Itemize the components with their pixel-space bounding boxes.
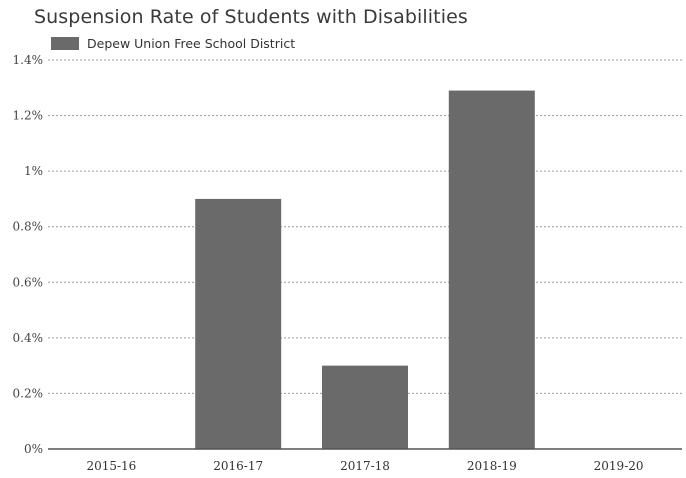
y-tick-label: 1.4% [13, 53, 44, 67]
y-tick-label: 0.6% [13, 275, 44, 289]
y-tick-label: 1% [24, 164, 43, 178]
legend-label: Depew Union Free School District [87, 36, 296, 51]
y-tick-label: 0% [24, 442, 43, 456]
x-axis-ticks: 2015-16 2016-17 2017-18 2018-19 2019-20 [86, 459, 643, 473]
x-tick-label: 2018-19 [467, 459, 517, 473]
bar-2018-19 [448, 90, 535, 450]
legend: Depew Union Free School District [51, 36, 295, 51]
x-tick-label: 2019-20 [594, 459, 644, 473]
chart-title: Suspension Rate of Students with Disabil… [34, 6, 468, 28]
y-tick-label: 0.2% [13, 386, 44, 400]
gridlines [48, 59, 682, 394]
y-axis-ticks: 0% 0.2% 0.4% 0.6% 0.8% 1% 1.2% 1.4% [13, 53, 44, 456]
y-tick-label: 0.4% [13, 331, 44, 345]
x-tick-label: 2016-17 [213, 459, 263, 473]
x-tick-label: 2017-18 [340, 459, 390, 473]
legend-swatch [51, 37, 79, 50]
y-tick-label: 1.2% [13, 109, 44, 123]
y-tick-label: 0.8% [13, 220, 44, 234]
bars [195, 90, 535, 450]
x-tick-label: 2015-16 [86, 459, 136, 473]
bar-2016-17 [195, 198, 282, 449]
bar-2017-18 [322, 365, 408, 449]
